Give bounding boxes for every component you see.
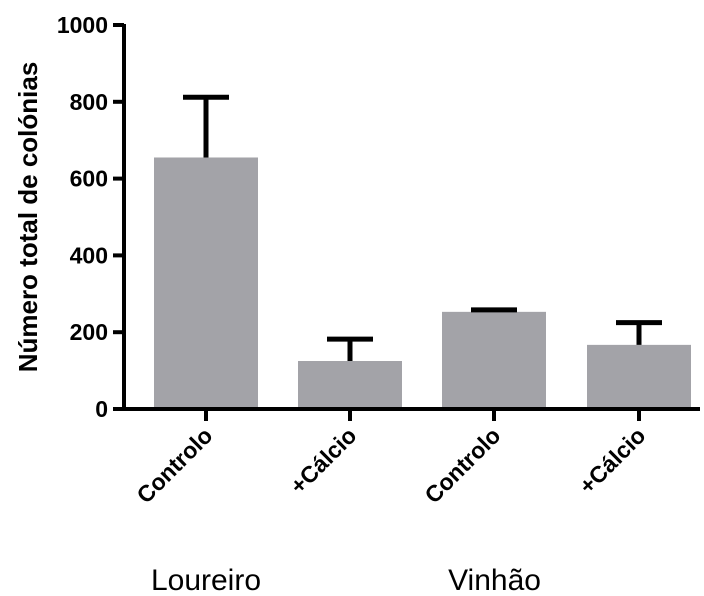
x-tick-label: Controlo [419,422,505,508]
x-tick-label: Controlo [131,422,217,508]
y-axis: 0 200 400 600 800 1000 [57,12,126,422]
x-tick-label: +Cálcio [574,422,651,499]
x-axis: Controlo +Cálcio Controlo +Cálcio [122,407,700,508]
y-tick-label: 1000 [57,12,108,38]
y-tick-label: 400 [70,242,108,268]
y-tick-label: 800 [70,89,108,115]
error-bars [183,94,662,361]
y-tick-label: 0 [95,396,108,422]
bars [154,157,691,409]
group-labels: Loureiro Vinhão [151,564,541,596]
bar [442,311,546,409]
bar [154,157,258,409]
bar [587,344,691,409]
x-tick-label: +Cálcio [285,422,362,499]
bar [298,361,402,409]
group-label: Loureiro [151,564,261,596]
y-axis-title: Número total de colónias [13,62,43,373]
y-tick-label: 600 [70,166,108,192]
group-label: Vinhão [448,564,541,596]
y-tick-label: 200 [70,319,108,345]
